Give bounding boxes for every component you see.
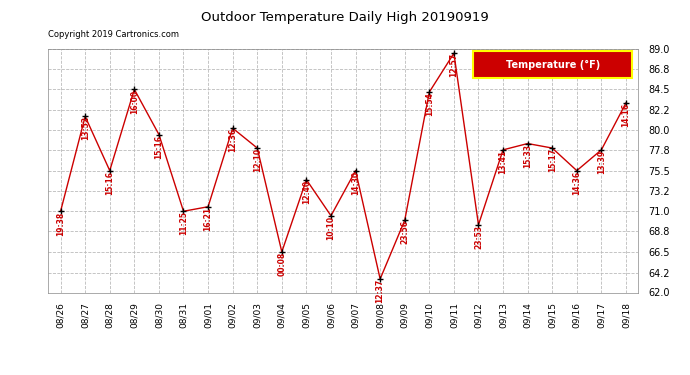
Text: 15:16: 15:16 — [155, 135, 164, 159]
Text: 14:16: 14:16 — [622, 103, 631, 127]
Text: 14:30: 14:30 — [351, 171, 360, 195]
Text: 12:36: 12:36 — [228, 128, 237, 152]
Text: 15:16: 15:16 — [106, 171, 115, 195]
Text: 12:10: 12:10 — [253, 148, 262, 172]
Text: 15:54: 15:54 — [425, 92, 434, 116]
Text: 15:17: 15:17 — [548, 148, 557, 172]
FancyBboxPatch shape — [473, 51, 632, 78]
Text: 12:40: 12:40 — [302, 180, 311, 204]
Text: Outdoor Temperature Daily High 20190919: Outdoor Temperature Daily High 20190919 — [201, 11, 489, 24]
Text: 14:36: 14:36 — [572, 171, 581, 195]
Text: 11:25: 11:25 — [179, 211, 188, 235]
Text: 15:33: 15:33 — [523, 144, 532, 168]
Text: 23:56: 23:56 — [400, 220, 409, 244]
Text: Temperature (°F): Temperature (°F) — [506, 60, 600, 70]
Text: 23:53: 23:53 — [474, 225, 483, 249]
Text: 19:38: 19:38 — [56, 211, 65, 236]
Text: 16:21: 16:21 — [204, 207, 213, 231]
Text: Copyright 2019 Cartronics.com: Copyright 2019 Cartronics.com — [48, 30, 179, 39]
Text: 12:37: 12:37 — [375, 279, 384, 303]
Text: 00:08: 00:08 — [277, 252, 286, 276]
Text: 13:52: 13:52 — [81, 117, 90, 141]
Text: 16:00: 16:00 — [130, 89, 139, 114]
Text: 13:39: 13:39 — [597, 150, 606, 174]
Text: 10:10: 10:10 — [326, 216, 335, 240]
Text: 12:57: 12:57 — [449, 53, 458, 77]
Text: 13:41: 13:41 — [499, 150, 508, 174]
